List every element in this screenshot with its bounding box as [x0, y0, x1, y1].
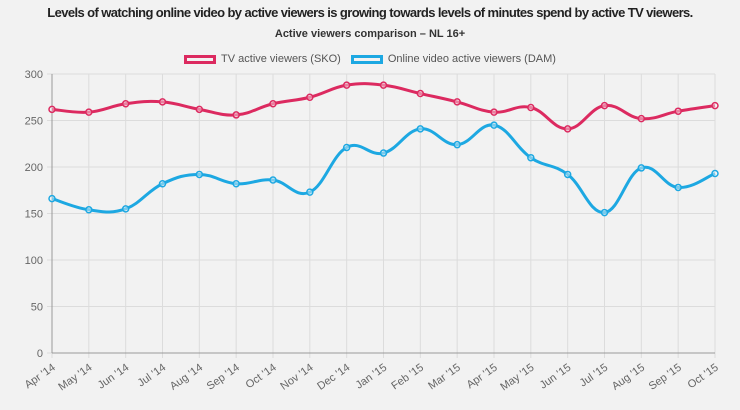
x-tick-label: May '15 [498, 362, 536, 394]
legend: TV active viewers (SKO) Online video act… [0, 52, 740, 66]
data-point [711, 101, 719, 110]
y-tick-label: 250 [25, 116, 43, 128]
data-point [48, 194, 56, 203]
x-tick-label: Apr '15 [465, 362, 500, 392]
y-tick-label: 50 [31, 302, 43, 314]
data-point [342, 81, 351, 89]
x-tick-label: Dec '14 [315, 362, 352, 393]
data-point [232, 179, 240, 188]
series-line-online-video [51, 123, 716, 215]
data-point [158, 98, 167, 106]
x-tick-label: Jun '15 [538, 362, 574, 392]
data-point [674, 107, 682, 115]
y-tick-label: 200 [25, 162, 43, 174]
x-tick-label: Sep '14 [205, 362, 242, 393]
data-point [637, 164, 646, 172]
data-point [600, 101, 609, 110]
data-point [379, 149, 388, 157]
data-point [195, 105, 204, 114]
x-tick-label: Jan '15 [354, 362, 390, 392]
data-point [527, 153, 535, 162]
data-point [379, 81, 388, 89]
data-point [563, 170, 572, 179]
legend-swatch-online-video [350, 54, 383, 64]
data-point [306, 93, 314, 101]
data-point [674, 183, 682, 192]
y-tick-label: 100 [25, 255, 43, 267]
x-tick-label: Oct '15 [686, 362, 721, 392]
x-tick-label: Jul '15 [578, 362, 611, 390]
data-point [416, 125, 425, 133]
x-tick-label: Aug '15 [610, 362, 647, 393]
legend-item-online-video[interactable]: Online video active viewers (DAM) [350, 52, 556, 66]
data-point [490, 108, 498, 116]
x-tick-label: May '14 [56, 362, 94, 394]
legend-item-tv[interactable]: TV active viewers (SKO) [184, 52, 341, 66]
legend-label-tv: TV active viewers (SKO) [221, 53, 341, 65]
data-point [527, 103, 535, 112]
x-tick-label: Apr '14 [23, 362, 58, 392]
x-tick-label: Jun '14 [96, 362, 132, 392]
y-tick-label: 0 [37, 348, 43, 360]
data-point [563, 125, 572, 133]
data-point [158, 179, 167, 188]
y-tick-label: 300 [25, 69, 43, 81]
data-point [85, 108, 93, 116]
x-tick-label: Sep '15 [647, 362, 684, 393]
data-point [306, 188, 314, 196]
data-point [600, 208, 609, 217]
x-tick-label: Feb '15 [389, 362, 426, 393]
chart-title: Levels of watching online video by activ… [47, 5, 693, 20]
data-point [416, 89, 425, 98]
data-point [121, 100, 130, 108]
chart-subtitle: Active viewers comparison – NL 16+ [274, 28, 466, 40]
data-point [48, 105, 56, 114]
data-point [453, 98, 461, 106]
legend-swatch-tv [184, 54, 217, 64]
x-tick-label: Aug '14 [168, 362, 205, 393]
data-point [269, 176, 277, 184]
data-point [269, 100, 277, 108]
x-tick-label: Nov '14 [278, 362, 315, 393]
y-tick-label: 150 [25, 209, 43, 221]
data-point [342, 143, 351, 152]
data-point [453, 140, 461, 149]
data-point [85, 206, 93, 214]
series-line-tv [51, 82, 716, 131]
data-point [195, 170, 204, 179]
x-tick-label: Oct '14 [244, 362, 279, 392]
data-point [637, 114, 646, 123]
data-point [121, 205, 130, 213]
data-point [711, 169, 719, 178]
data-point [490, 121, 498, 129]
x-tick-label: Mar '15 [426, 362, 463, 393]
data-point [232, 111, 240, 119]
x-tick-label: Jul '14 [136, 362, 169, 390]
legend-label-online-video: Online video active viewers (DAM) [387, 53, 556, 65]
